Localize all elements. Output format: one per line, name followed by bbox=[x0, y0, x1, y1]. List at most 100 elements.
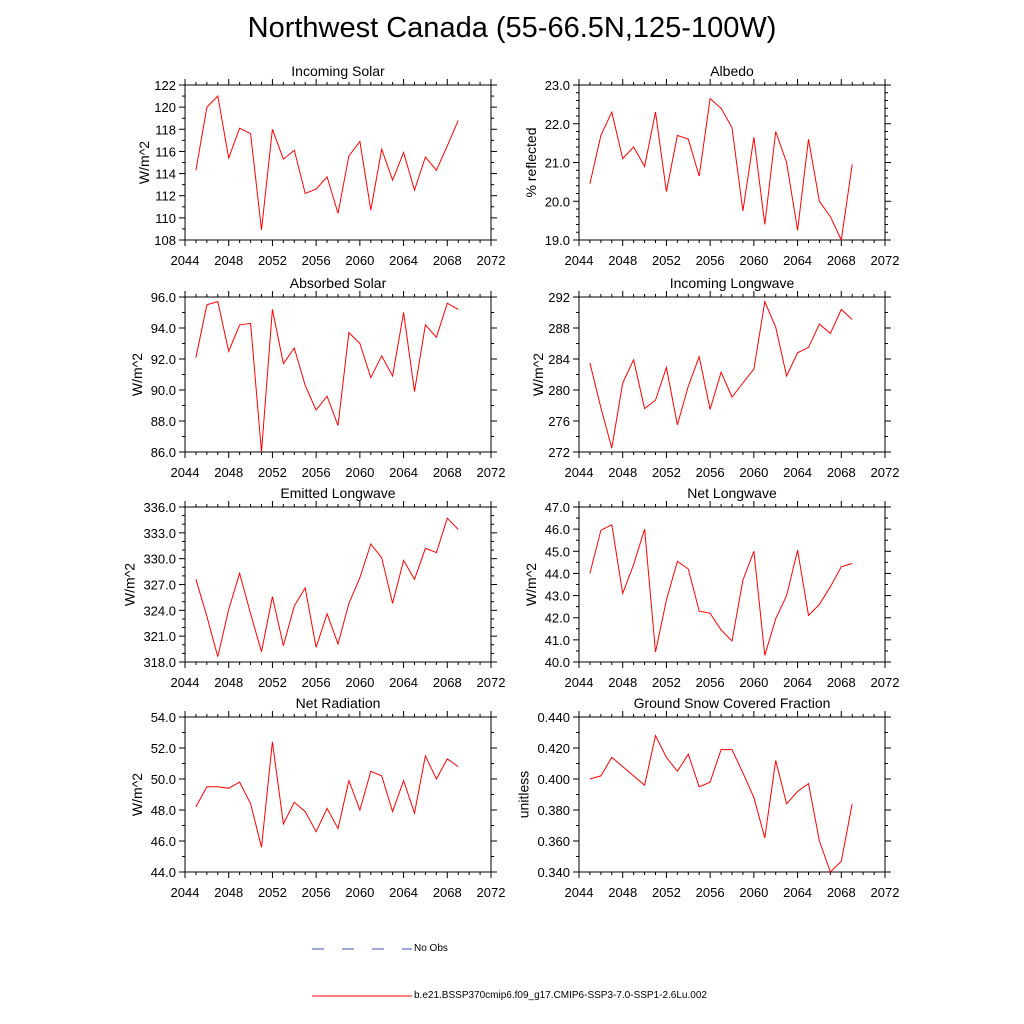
x-tick-label: 2044 bbox=[565, 253, 594, 268]
y-tick-label: 0.360 bbox=[537, 834, 570, 849]
series-line bbox=[589, 523, 853, 656]
y-tick-label: 40.0 bbox=[545, 655, 570, 670]
y-tick-label: 288 bbox=[548, 321, 570, 336]
y-tick-label: 47.0 bbox=[545, 500, 570, 515]
y-tick-label: 94.0 bbox=[151, 321, 176, 336]
x-tick-label: 2044 bbox=[171, 885, 200, 900]
x-tick-label: 2072 bbox=[871, 465, 900, 480]
panel-title: Net Radiation bbox=[296, 695, 381, 711]
y-tick-label: 92.0 bbox=[151, 352, 176, 367]
plot-frame bbox=[184, 716, 492, 873]
y-axis-label: W/m^2 bbox=[129, 353, 145, 396]
chart-panel: 2044 2048 2052 2056 2060 2064 2068 2072 40.0 41.0… bbox=[523, 485, 900, 690]
y-tick-label: 86.0 bbox=[151, 445, 176, 460]
x-tick-label: 2068 bbox=[827, 885, 856, 900]
y-tick-label: 112 bbox=[155, 189, 176, 204]
x-tick-label: 2056 bbox=[696, 885, 725, 900]
x-tick-label: 2064 bbox=[783, 675, 812, 690]
x-tick-label: 2068 bbox=[827, 253, 856, 268]
panel-title: Ground Snow Covered Fraction bbox=[634, 695, 831, 711]
panel-title: Incoming Solar bbox=[291, 63, 385, 79]
y-axis-label: W/m^2 bbox=[136, 141, 152, 184]
x-tick-label: 2072 bbox=[477, 675, 506, 690]
plot-frame bbox=[578, 84, 886, 241]
x-tick-label: 2056 bbox=[696, 253, 725, 268]
legend-label-no-obs: No Obs bbox=[414, 943, 448, 954]
y-tick-label: 0.380 bbox=[537, 803, 570, 818]
series-line bbox=[589, 97, 853, 242]
legend-label-model: b.e21.BSSP370cmip6.f09_g17.CMIP6-SSP3-7.… bbox=[414, 990, 707, 1001]
y-tick-label: 21.0 bbox=[545, 156, 570, 171]
x-tick-label: 2052 bbox=[258, 675, 287, 690]
x-tick-label: 2060 bbox=[739, 885, 768, 900]
x-tick-label: 2048 bbox=[608, 253, 637, 268]
y-axis-label: W/m^2 bbox=[530, 353, 546, 396]
y-tick-label: 44.0 bbox=[545, 566, 570, 581]
y-tick-label: 42.0 bbox=[545, 611, 570, 626]
x-tick-label: 2064 bbox=[389, 675, 418, 690]
chart-panel: 2044 2048 2052 2056 2060 2064 2068 2072 0.340 0.3… bbox=[516, 695, 900, 900]
x-tick-label: 2068 bbox=[433, 885, 462, 900]
y-tick-label: 54.0 bbox=[151, 710, 176, 725]
x-tick-label: 2044 bbox=[565, 675, 594, 690]
y-tick-label: 321.0 bbox=[143, 629, 176, 644]
y-tick-label: 108 bbox=[154, 233, 176, 248]
y-tick-label: 336.0 bbox=[143, 500, 176, 515]
y-tick-label: 318.0 bbox=[143, 655, 176, 670]
y-tick-label: 330.0 bbox=[143, 552, 176, 567]
y-tick-label: 52.0 bbox=[151, 741, 176, 756]
y-tick-label: 0.400 bbox=[537, 772, 570, 787]
x-tick-label: 2072 bbox=[871, 675, 900, 690]
x-tick-label: 2064 bbox=[389, 885, 418, 900]
y-tick-label: 48.0 bbox=[151, 803, 176, 818]
x-tick-label: 2060 bbox=[739, 253, 768, 268]
x-tick-label: 2056 bbox=[302, 253, 331, 268]
y-axis-label: W/m^2 bbox=[523, 563, 539, 606]
x-tick-label: 2068 bbox=[433, 253, 462, 268]
x-tick-label: 2056 bbox=[696, 465, 725, 480]
chart-panel: 2044 2048 2052 2056 2060 2064 2068 2072 272 276 28… bbox=[530, 275, 899, 480]
y-tick-label: 110 bbox=[155, 211, 176, 226]
y-tick-label: 88.0 bbox=[151, 414, 176, 429]
chart-panel: 2044 2048 2052 2056 2060 2064 2068 2072 86.0 88.0… bbox=[129, 275, 506, 480]
series-line bbox=[589, 299, 853, 449]
y-tick-label: 46.0 bbox=[151, 834, 176, 849]
series-line bbox=[195, 517, 459, 657]
x-tick-label: 2060 bbox=[739, 675, 768, 690]
x-tick-label: 2048 bbox=[608, 885, 637, 900]
y-tick-label: 272 bbox=[548, 445, 570, 460]
x-tick-label: 2052 bbox=[258, 465, 287, 480]
x-tick-label: 2060 bbox=[345, 465, 374, 480]
x-tick-label: 2068 bbox=[827, 675, 856, 690]
x-tick-label: 2056 bbox=[302, 885, 331, 900]
x-tick-label: 2060 bbox=[345, 253, 374, 268]
y-tick-label: 90.0 bbox=[151, 383, 176, 398]
y-tick-label: 292 bbox=[548, 290, 570, 305]
x-tick-label: 2048 bbox=[214, 465, 243, 480]
series-line bbox=[195, 741, 459, 848]
x-tick-label: 2048 bbox=[214, 675, 243, 690]
y-axis-label: W/m^2 bbox=[129, 773, 145, 816]
x-tick-label: 2068 bbox=[433, 465, 462, 480]
x-tick-label: 2068 bbox=[827, 465, 856, 480]
plot-frame bbox=[184, 84, 492, 241]
x-tick-label: 2048 bbox=[608, 675, 637, 690]
x-tick-label: 2052 bbox=[652, 465, 681, 480]
chart-panel: 2044 2048 2052 2056 2060 2064 2068 2072 108 110 11… bbox=[136, 63, 505, 268]
y-tick-label: 19.0 bbox=[545, 233, 570, 248]
series-line bbox=[589, 734, 853, 873]
x-tick-label: 2072 bbox=[871, 253, 900, 268]
x-tick-label: 2068 bbox=[433, 675, 462, 690]
y-tick-label: 41.0 bbox=[545, 633, 570, 648]
panel-title: Emitted Longwave bbox=[280, 485, 395, 501]
x-tick-label: 2064 bbox=[389, 253, 418, 268]
y-tick-label: 44.0 bbox=[151, 865, 176, 880]
y-tick-label: 96.0 bbox=[151, 290, 176, 305]
x-tick-label: 2052 bbox=[652, 675, 681, 690]
y-tick-label: 118 bbox=[155, 122, 176, 137]
x-tick-label: 2044 bbox=[171, 675, 200, 690]
panel-title: Absorbed Solar bbox=[290, 275, 387, 291]
x-tick-label: 2052 bbox=[652, 253, 681, 268]
x-tick-label: 2072 bbox=[477, 253, 506, 268]
